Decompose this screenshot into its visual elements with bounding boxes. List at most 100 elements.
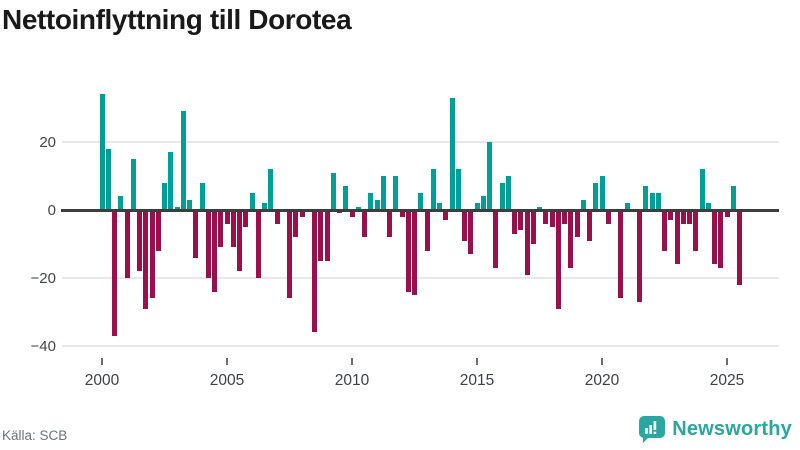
bar-2014-Q2 (455, 169, 461, 210)
bar-2013-Q2 (430, 169, 436, 210)
bar-2023-Q1 (674, 210, 680, 265)
x-axis-tick-2015 (476, 358, 478, 365)
bar-2010-Q4 (368, 193, 374, 210)
x-axis-tick-2020 (601, 358, 603, 365)
bar-2024-Q3 (712, 210, 717, 265)
bar-2021-Q1 (624, 203, 630, 210)
bar-2003-Q3 (187, 199, 192, 210)
bar-2009-Q4 (343, 186, 349, 210)
bar-2002-Q4 (168, 152, 174, 210)
bar-2010-Q1 (349, 210, 355, 217)
bar-2015-Q1 (474, 203, 480, 210)
x-axis-tick-2005 (226, 358, 228, 365)
bar-2004-Q4 (218, 210, 224, 248)
zero-axis-line (61, 209, 779, 212)
bar-2018-Q3 (562, 210, 567, 224)
x-axis-year-label: 2025 (709, 372, 745, 389)
bar-2006-Q1 (249, 193, 255, 210)
x-axis-year-label: 2010 (334, 372, 370, 389)
bar-2012-Q4 (418, 193, 424, 210)
bar-2014-Q4 (468, 210, 474, 255)
bar-2023-Q3 (687, 210, 692, 224)
bar-2013-Q1 (424, 210, 430, 251)
bar-2003-Q4 (193, 210, 199, 258)
bar-2021-Q4 (643, 186, 649, 210)
newsworthy-bubble-chart-icon (639, 415, 666, 443)
bar-2007-Q1 (274, 210, 280, 224)
bar-2003-Q1 (174, 206, 180, 210)
bar-2009-Q1 (324, 210, 330, 261)
bar-2014-Q3 (462, 210, 467, 241)
bar-2022-Q4 (668, 210, 674, 221)
bar-2012-Q3 (412, 210, 417, 295)
bar-2019-Q1 (574, 210, 580, 238)
y-axis-tick-label: −20 (30, 269, 56, 287)
bar-2018-Q4 (568, 210, 574, 268)
bar-2008-Q1 (299, 210, 305, 217)
y-axis-tick-label: 0 (47, 201, 56, 219)
bar-2021-Q3 (637, 210, 642, 302)
x-axis-tick-2025 (726, 358, 728, 365)
bar-2017-Q4 (543, 210, 549, 224)
bar-2004-Q3 (212, 210, 217, 292)
bar-2017-Q3 (537, 206, 542, 210)
bar-2008-Q3 (312, 210, 317, 333)
newsworthy-logo: Newsworthy (639, 415, 792, 443)
source-label: Källa: SCB (2, 428, 68, 443)
bar-2011-Q2 (380, 176, 386, 210)
x-axis-year-label: 2020 (584, 372, 620, 389)
bar-2001-Q4 (143, 210, 149, 309)
bar-2006-Q3 (262, 203, 267, 210)
bar-2007-Q4 (293, 210, 299, 238)
y-axis-tick-label: −40 (30, 337, 56, 355)
bar-2020-Q2 (605, 210, 611, 224)
bar-2016-Q2 (505, 176, 511, 210)
bar-2017-Q2 (530, 210, 536, 244)
bar-2000-Q2 (105, 148, 111, 210)
bar-2025-Q2 (730, 186, 736, 210)
bar-2006-Q4 (268, 169, 274, 210)
x-axis-year-label: 2000 (84, 372, 120, 389)
bar-2024-Q2 (705, 203, 711, 210)
bar-2016-Q1 (499, 182, 505, 210)
bar-2015-Q2 (480, 196, 486, 210)
chart-title: Nettoinflyttning till Dorotea (2, 4, 352, 35)
newsworthy-wordmark: Newsworthy (672, 417, 792, 440)
bar-2001-Q3 (137, 210, 142, 272)
bar-2012-Q1 (399, 210, 405, 217)
bar-2001-Q2 (130, 159, 136, 210)
bar-2018-Q1 (549, 210, 555, 227)
x-axis-tick-2010 (351, 358, 353, 365)
gridline-y-20 (62, 141, 779, 143)
bar-2009-Q3 (337, 210, 342, 214)
bar-2004-Q2 (205, 210, 211, 278)
bar-2002-Q1 (149, 210, 155, 299)
bar-2000-Q1 (99, 94, 105, 210)
bar-2016-Q3 (512, 210, 517, 234)
bar-2000-Q3 (112, 210, 117, 336)
bar-2020-Q1 (599, 176, 605, 210)
bar-2016-Q4 (518, 210, 524, 231)
bar-2003-Q2 (180, 111, 186, 210)
bar-2007-Q3 (287, 210, 292, 299)
bar-2025-Q1 (724, 210, 730, 217)
bar-2019-Q2 (580, 199, 586, 210)
bar-2025-Q3 (737, 210, 742, 285)
bar-2019-Q4 (593, 182, 599, 210)
bar-2005-Q1 (224, 210, 230, 224)
bar-2019-Q3 (587, 210, 592, 241)
bar-2020-Q4 (618, 210, 624, 299)
bar-2017-Q1 (524, 210, 530, 275)
bar-2005-Q3 (237, 210, 242, 272)
x-axis-year-label: 2005 (209, 372, 245, 389)
bar-2022-Q1 (649, 193, 655, 210)
bar-2002-Q3 (162, 182, 167, 210)
bar-2005-Q2 (230, 210, 236, 248)
bar-2022-Q3 (662, 210, 667, 251)
bar-2015-Q4 (493, 210, 499, 268)
bar-2011-Q4 (393, 176, 399, 210)
x-axis-tick-2000 (101, 358, 103, 365)
bar-2000-Q4 (118, 196, 124, 210)
bar-2024-Q1 (699, 169, 705, 210)
